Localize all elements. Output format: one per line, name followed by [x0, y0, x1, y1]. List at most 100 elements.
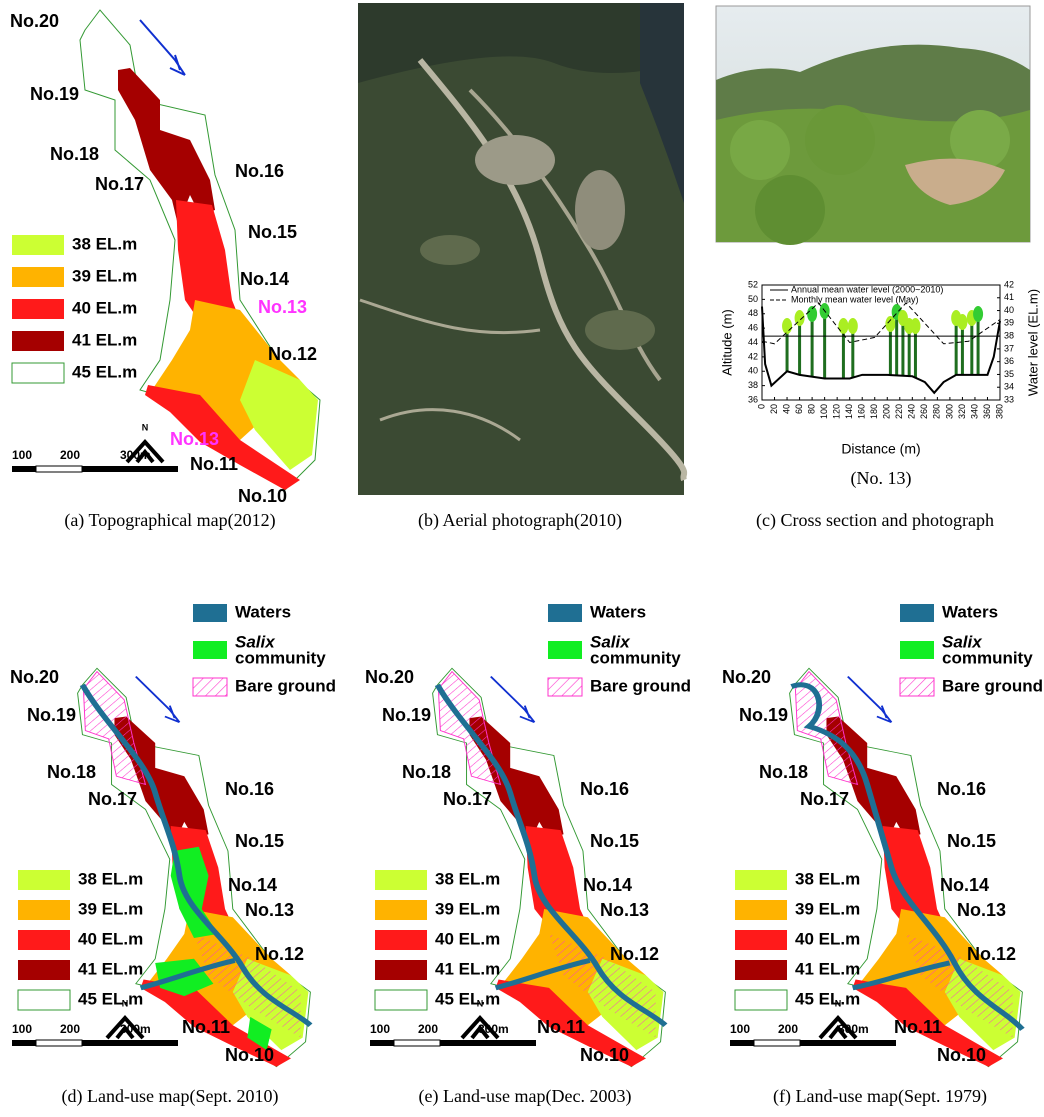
north-label: N — [142, 422, 149, 432]
x-axis-label: Distance (m) — [841, 441, 920, 457]
scale-label: 100 — [12, 448, 32, 462]
legend-swatch — [735, 930, 787, 950]
legend-label: 40 EL.m — [435, 929, 500, 948]
station-label: No.18 — [759, 762, 808, 782]
station-label: No.18 — [50, 144, 99, 164]
y2-tick-label: 39 — [1004, 318, 1014, 328]
legend-swatch — [375, 960, 427, 980]
station-label: No.15 — [947, 831, 996, 851]
y2-tick-label: 38 — [1004, 330, 1014, 340]
station-label: No.19 — [739, 705, 788, 725]
legend-label: community — [235, 648, 326, 667]
x-tick-label: 340 — [969, 404, 979, 419]
y2-tick-label: 42 — [1004, 279, 1014, 289]
scale-bar — [36, 466, 82, 472]
station-label: No.13 — [957, 900, 1006, 920]
legend-swatch — [375, 990, 427, 1010]
x-tick-label: 180 — [869, 404, 879, 419]
legend-label: Bare ground — [235, 676, 336, 695]
legend-swatch — [735, 960, 787, 980]
legend-label: 41 EL.m — [435, 959, 500, 978]
station-label: No.10 — [580, 1045, 629, 1065]
x-tick-label: 120 — [832, 404, 842, 419]
tree-crown — [910, 318, 920, 334]
station-label: No.18 — [402, 762, 451, 782]
station-label: No.19 — [30, 84, 79, 104]
legend-swatch — [735, 900, 787, 920]
legend-swatch — [12, 267, 64, 287]
station-label: No.19 — [27, 705, 76, 725]
scale-label: 200 — [418, 1022, 438, 1036]
tree-crown — [973, 306, 983, 322]
y-tick-label: 36 — [748, 394, 758, 404]
scale-label: 100 — [730, 1022, 750, 1036]
legend-swatch — [18, 960, 70, 980]
station-label: No.16 — [937, 779, 986, 799]
y2-tick-label: 35 — [1004, 369, 1014, 379]
station-label: No.13 — [258, 297, 307, 317]
caption: (f) Land-use map(Sept. 1979) — [773, 1086, 987, 1107]
legend-label: Bare ground — [942, 676, 1043, 695]
station-label: No.15 — [235, 831, 284, 851]
legend-swatch — [900, 678, 934, 696]
station-label: No.19 — [382, 705, 431, 725]
scale-bar — [440, 1040, 536, 1046]
north-label: N — [477, 998, 484, 1008]
x-tick-label: 80 — [806, 404, 816, 414]
legend-label: 39 EL.m — [795, 899, 860, 918]
scale-bar — [12, 466, 36, 472]
station-label: No.13 — [245, 900, 294, 920]
x-tick-label: 260 — [919, 404, 929, 419]
station-label: No.10 — [238, 486, 287, 506]
station-label: No.17 — [88, 789, 137, 809]
station-label: No.18 — [47, 762, 96, 782]
figure: (a) Topographical map(2012)(b) Aerial ph… — [0, 0, 1044, 1117]
station-label: No.11 — [190, 454, 238, 474]
legend-swatch — [12, 299, 64, 319]
scale-bar — [394, 1040, 440, 1046]
legend-swatch — [375, 870, 427, 890]
y2-tick-label: 36 — [1004, 356, 1014, 366]
legend-swatch — [193, 604, 227, 622]
caption: (d) Land-use map(Sept. 2010) — [62, 1086, 279, 1107]
legend-label: 39 EL.m — [78, 899, 143, 918]
scale-bar — [730, 1040, 754, 1046]
station-label: No.12 — [967, 944, 1016, 964]
legend-label: 39 EL.m — [72, 266, 137, 285]
y2-tick-label: 37 — [1004, 343, 1014, 353]
legend-swatch — [900, 641, 934, 659]
scale-bar — [82, 1040, 178, 1046]
legend-swatch — [193, 641, 227, 659]
legend-label: 38 EL.m — [795, 869, 860, 888]
station-label: No.16 — [225, 779, 274, 799]
legend-label: community — [590, 648, 681, 667]
scale-label: 100 — [370, 1022, 390, 1036]
legend-swatch — [18, 900, 70, 920]
legend-label: 38 EL.m — [72, 234, 137, 253]
station-label: No.11 — [894, 1017, 942, 1037]
legend-label: 45 EL.m — [435, 989, 500, 1008]
legend-swatch — [548, 604, 582, 622]
legend-label: Waters — [235, 602, 291, 621]
y-tick-label: 38 — [748, 380, 758, 390]
station-label: No.10 — [937, 1045, 986, 1065]
station-label: No.16 — [235, 161, 284, 181]
station-label: No.14 — [583, 875, 632, 895]
scale-bar — [370, 1040, 394, 1046]
y2-axis-label: Water level (EL.m) — [1025, 289, 1040, 396]
x-tick-label: 300 — [944, 404, 954, 419]
x-tick-label: 280 — [932, 404, 942, 419]
x-tick-label: 240 — [907, 404, 917, 419]
station-label: No.15 — [248, 222, 297, 242]
legend-label: 45 EL.m — [72, 362, 137, 381]
scale-label: 100 — [12, 1022, 32, 1036]
station-label: No.17 — [800, 789, 849, 809]
y-tick-label: 42 — [748, 351, 758, 361]
x-tick-label: 20 — [769, 404, 779, 414]
caption: (b) Aerial photograph(2010) — [418, 510, 622, 531]
y2-tick-label: 33 — [1004, 394, 1014, 404]
x-tick-label: 140 — [844, 404, 854, 419]
x-tick-label: 360 — [982, 404, 992, 419]
legend-label: 40 EL.m — [72, 298, 137, 317]
y-tick-label: 40 — [748, 366, 758, 376]
